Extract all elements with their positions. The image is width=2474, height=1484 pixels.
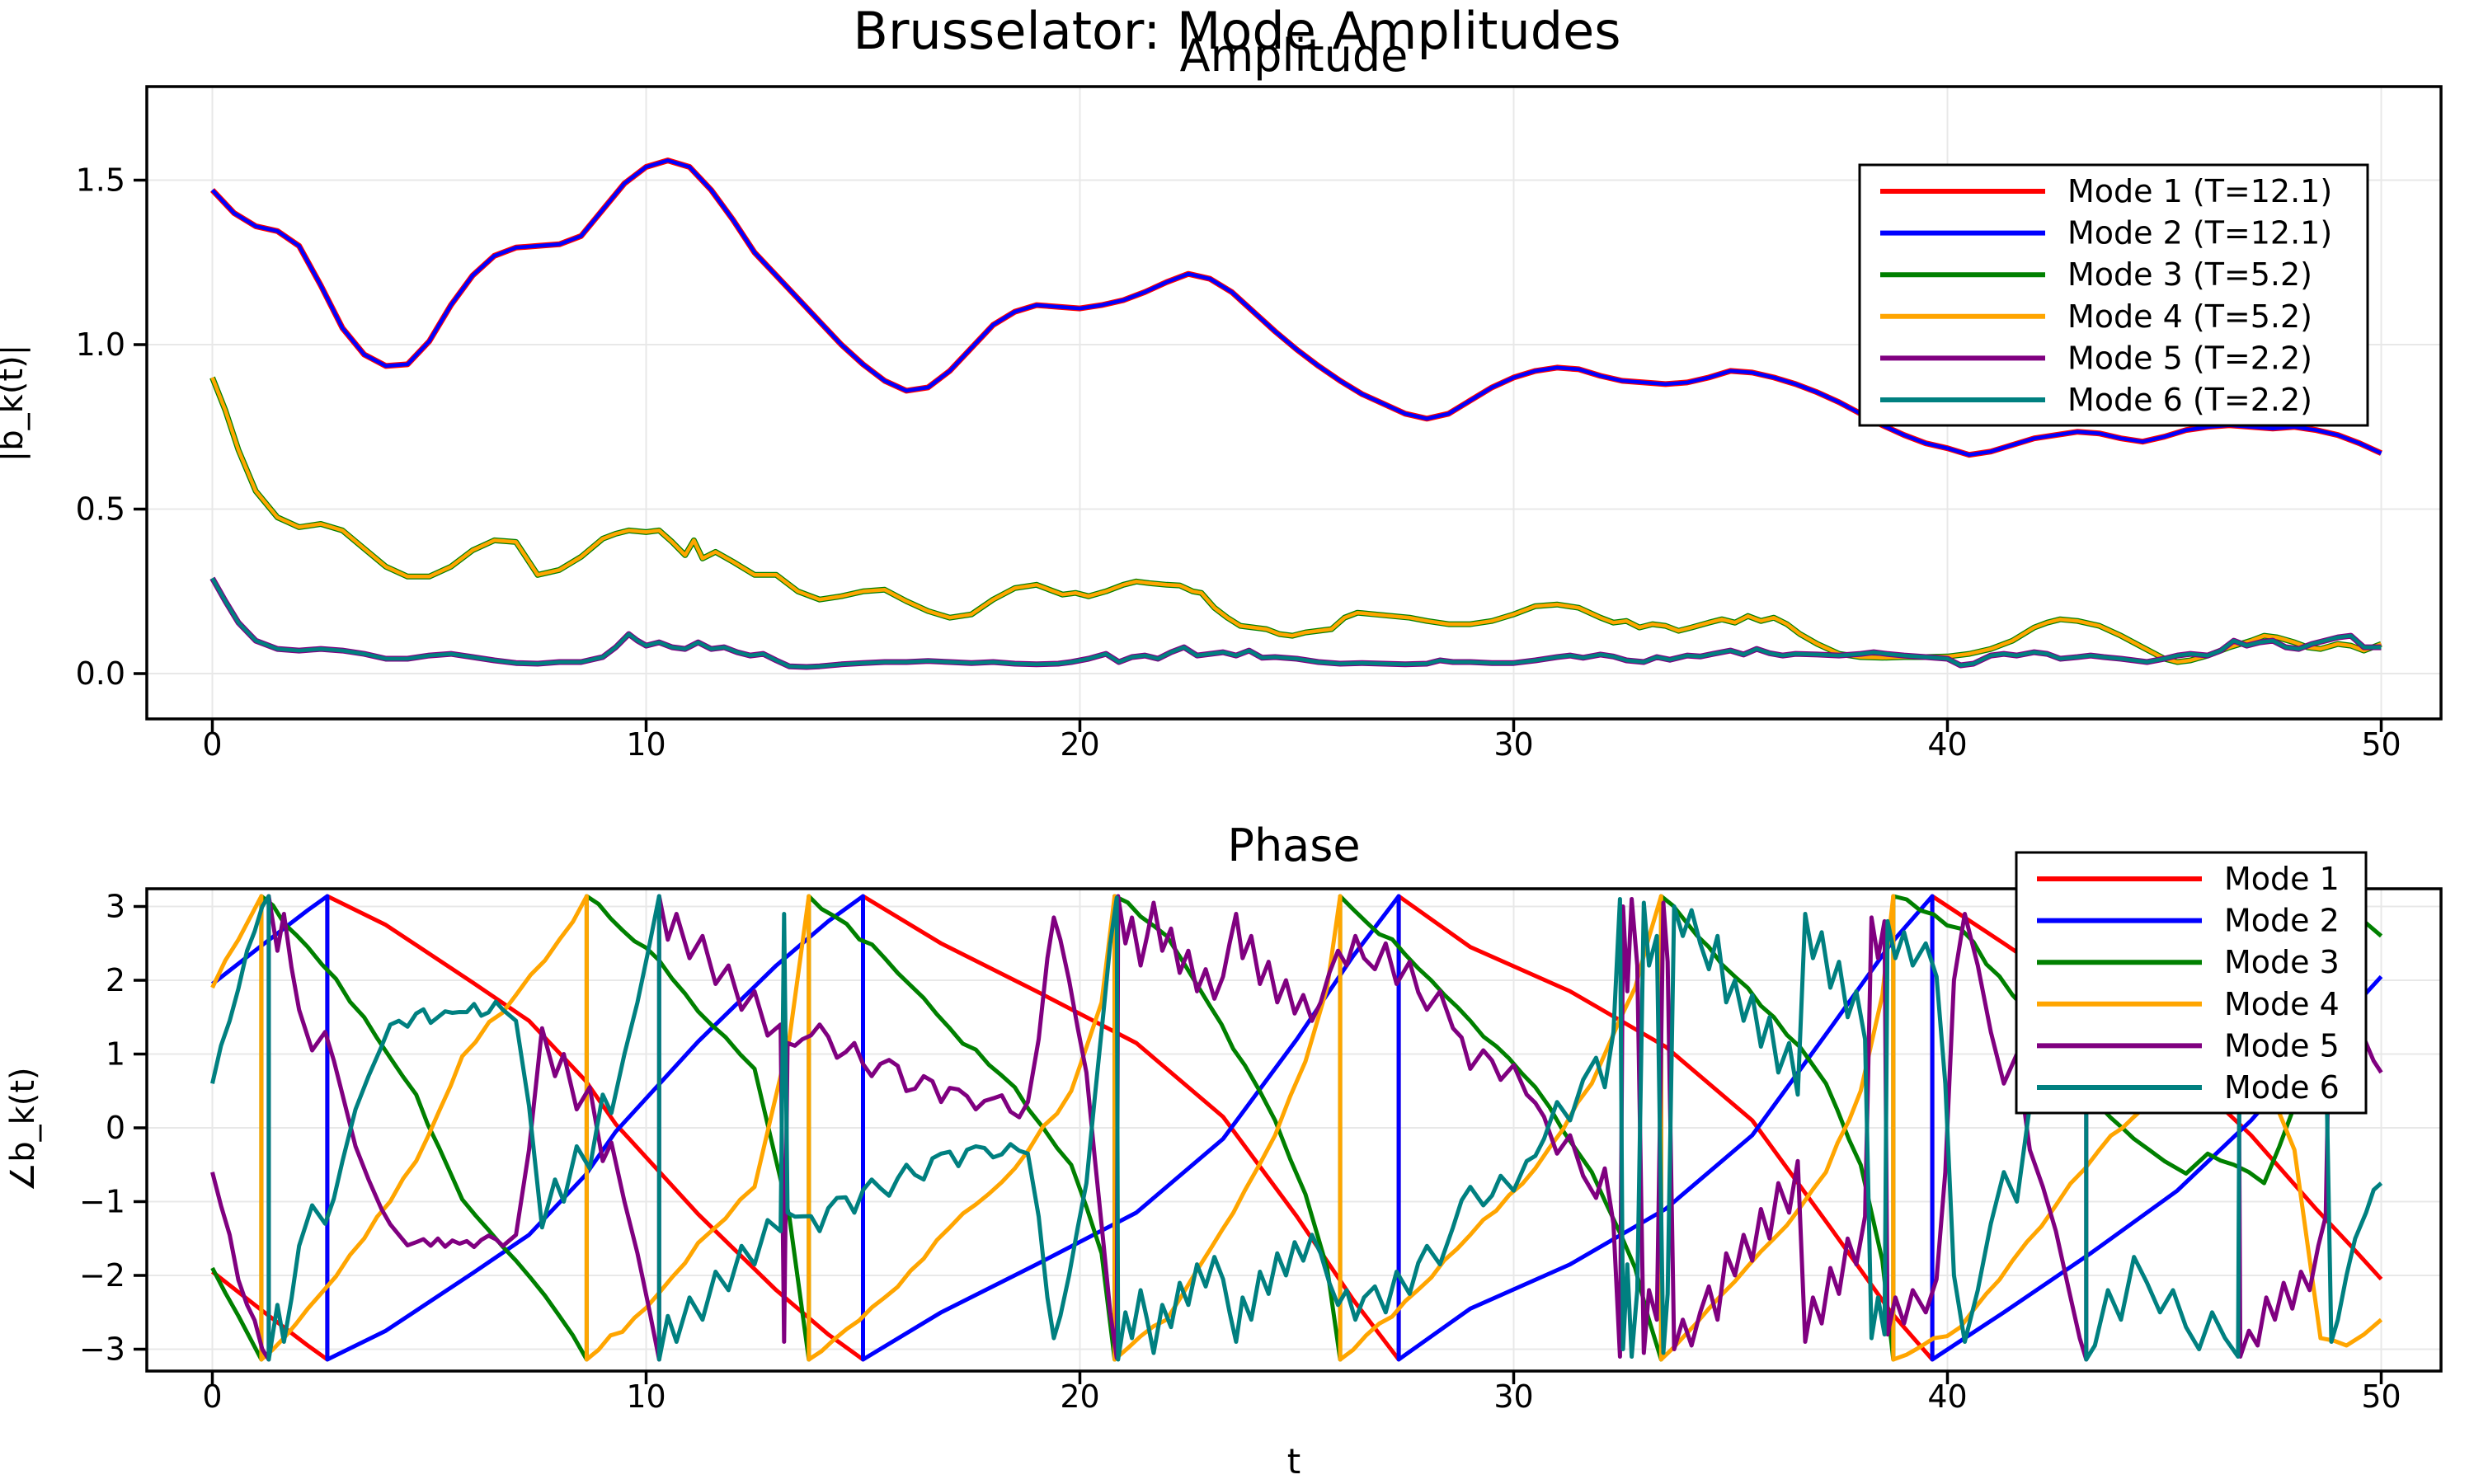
legend-label: Mode 4 bbox=[2224, 986, 2340, 1022]
ticks bbox=[134, 904, 2383, 1384]
grid bbox=[147, 87, 2441, 719]
legend-label: Mode 3 bbox=[2224, 944, 2340, 980]
y-tick-label: −2 bbox=[79, 1257, 125, 1294]
y-tick-label: 0.0 bbox=[76, 655, 125, 692]
x-tick-label: 50 bbox=[2361, 726, 2401, 763]
y-tick-label: 2 bbox=[106, 962, 125, 998]
legend-box bbox=[1858, 163, 2369, 427]
y-tick-label: −1 bbox=[79, 1184, 125, 1220]
x-tick-label: 50 bbox=[2361, 1378, 2401, 1415]
legend-label: Mode 1 (T=12.1) bbox=[2067, 173, 2332, 209]
x-axis-label: t bbox=[1286, 1441, 1301, 1482]
legend-label: Mode 5 (T=2.2) bbox=[2067, 340, 2312, 376]
axes-frame bbox=[145, 887, 2443, 1373]
y-tick-label: 1 bbox=[106, 1036, 125, 1073]
series-mode-6 bbox=[210, 894, 2383, 1362]
x-tick-label: 0 bbox=[202, 726, 222, 763]
x-tick-label: 10 bbox=[626, 1378, 666, 1415]
legend-label: Mode 1 bbox=[2224, 861, 2340, 897]
amplitude-panel: 0 10 20 30 40 500.00.51.01.5 Mode 1 (T=12.1)Mo… bbox=[76, 85, 2443, 763]
legend-label: Mode 2 bbox=[2224, 903, 2340, 939]
axes-frame bbox=[145, 85, 2443, 721]
series-mode-4 bbox=[210, 894, 2383, 1362]
y-tick-label: 1.5 bbox=[76, 162, 125, 199]
amplitude-legend: Mode 1 (T=12.1) Mode 2 (T=12.1) Mode 3 (T=… bbox=[1858, 163, 2369, 427]
series-mode-2-t-12-1 bbox=[210, 158, 2382, 457]
y-tick-label: 0.5 bbox=[76, 491, 125, 528]
x-tick-label: 20 bbox=[1060, 726, 1099, 763]
x-tick-label: 30 bbox=[1493, 726, 1533, 763]
x-tick-label: 0 bbox=[202, 1378, 222, 1415]
series-mode-5 bbox=[210, 894, 2383, 1362]
x-tick-label: 10 bbox=[626, 726, 666, 763]
ticks bbox=[134, 178, 2383, 732]
legend-label: Mode 4 (T=5.2) bbox=[2067, 298, 2312, 335]
legend-label: Mode 6 bbox=[2224, 1069, 2340, 1106]
x-tick-label: 40 bbox=[1927, 1378, 1967, 1415]
y-tick-label: 1.0 bbox=[76, 326, 125, 363]
legend-label: Mode 6 (T=2.2) bbox=[2067, 382, 2312, 418]
phase-legend: Mode 1 Mode 2 Mode 3 Mode 4 Mode 5 Mode 6 bbox=[2015, 851, 2368, 1115]
amplitude-subtitle: Amplitude bbox=[1179, 30, 1409, 82]
y-tick-label: 0 bbox=[106, 1110, 125, 1146]
series-mode-6-t-2-2 bbox=[210, 577, 2382, 669]
x-tick-label: 40 bbox=[1927, 726, 1967, 763]
legend-label: Mode 2 (T=12.1) bbox=[2067, 215, 2332, 251]
figure-title: Brusselator: Mode Amplitudes bbox=[853, 1, 1621, 61]
legend-box bbox=[2015, 851, 2368, 1115]
phase-subtitle: Phase bbox=[1227, 819, 1361, 871]
y-tick-label: −3 bbox=[79, 1331, 125, 1368]
x-tick-label: 30 bbox=[1493, 1378, 1533, 1415]
x-tick-label: 20 bbox=[1060, 1378, 1099, 1415]
legend-label: Mode 3 (T=5.2) bbox=[2067, 256, 2312, 293]
series-mode-4-t-5-2 bbox=[210, 377, 2382, 665]
y-tick-label: 3 bbox=[106, 889, 125, 925]
legend-label: Mode 5 bbox=[2224, 1027, 2340, 1064]
